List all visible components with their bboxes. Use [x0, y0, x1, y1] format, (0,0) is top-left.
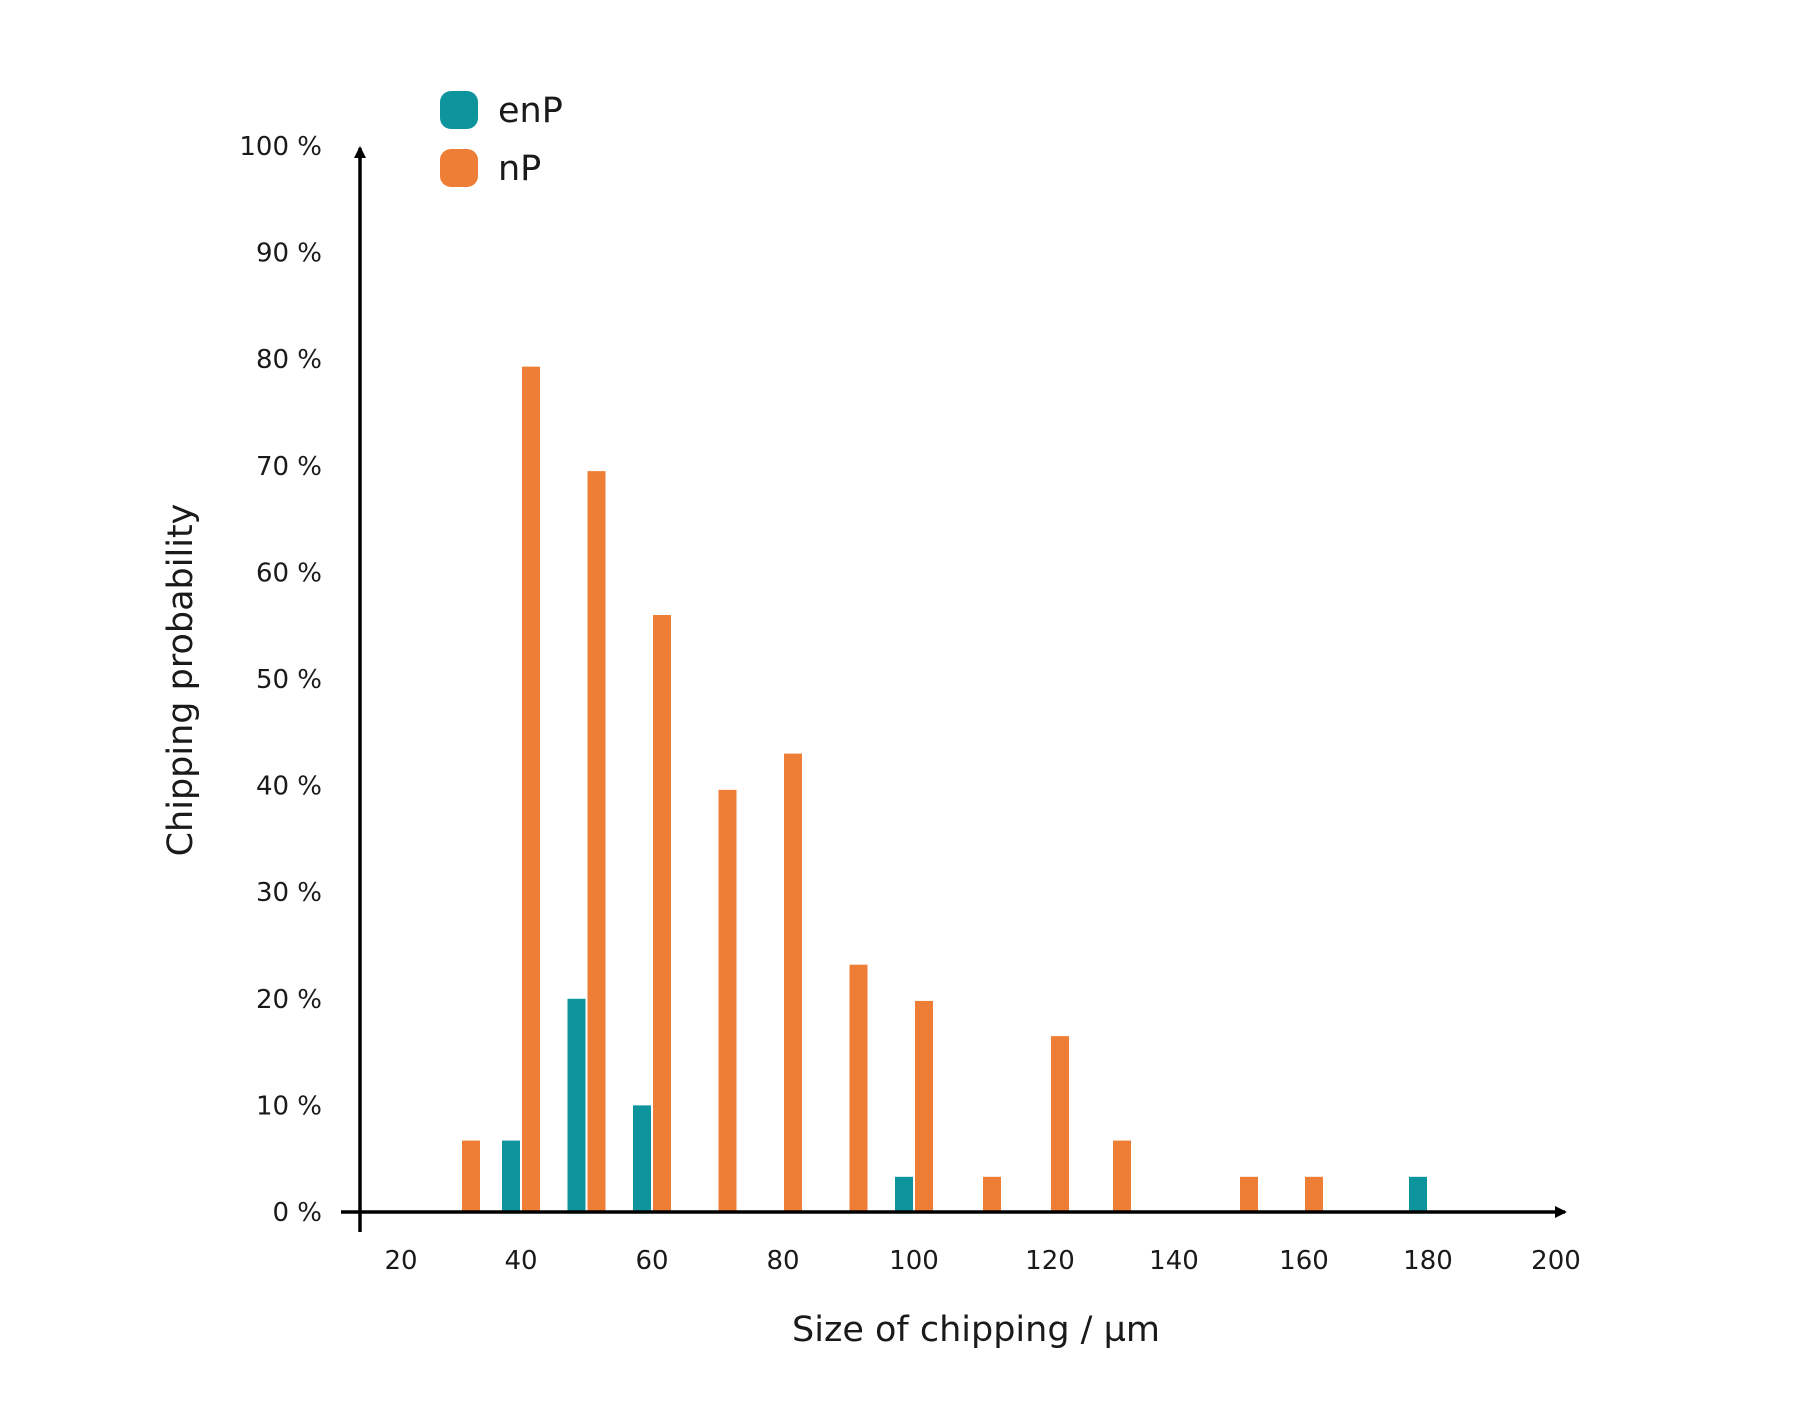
enP-bar-40 [502, 1140, 520, 1212]
y-axis-label: Chipping probability [161, 504, 201, 857]
x-tick-label: 180 [1403, 1246, 1453, 1276]
x-axis-label: Size of chipping / µm [792, 1310, 1160, 1350]
x-tick-label: 200 [1531, 1246, 1581, 1276]
y-tick-label: 50 % [256, 665, 322, 695]
nP-bar-30 [462, 1140, 480, 1212]
y-tick-label: 10 % [256, 1091, 322, 1121]
legend-swatch-enP [440, 91, 478, 129]
x-tick-label: 20 [384, 1246, 417, 1276]
y-tick-label: 70 % [256, 452, 322, 482]
x-tick-label: 60 [635, 1246, 668, 1276]
x-tick-label: 160 [1279, 1246, 1329, 1276]
x-tick-label: 40 [504, 1246, 537, 1276]
legend-label-nP: nP [498, 149, 541, 189]
y-tick-label: 40 % [256, 772, 322, 802]
bars-layer [462, 366, 1427, 1212]
y-tick-label: 90 % [256, 239, 322, 269]
nP-bar-80 [784, 753, 802, 1212]
nP-bar-150 [1240, 1176, 1258, 1212]
y-tick-label: 60 % [256, 558, 322, 588]
nP-bar-120 [1051, 1036, 1069, 1212]
y-tick-label: 100 % [239, 132, 322, 162]
nP-bar-160 [1305, 1176, 1323, 1212]
legend-swatch-nP [440, 149, 478, 187]
x-tick-label: 100 [889, 1246, 939, 1276]
nP-bar-100 [915, 1000, 933, 1212]
legend-label-enP: enP [498, 91, 563, 131]
y-tick-label: 80 % [256, 345, 322, 375]
legend: enP nP [440, 91, 563, 189]
x-tick-label: 80 [766, 1246, 799, 1276]
nP-bar-90 [849, 964, 868, 1212]
y-tick-label: 20 % [256, 985, 322, 1015]
enP-bar-100 [895, 1176, 913, 1212]
nP-bar-70 [718, 789, 737, 1212]
nP-bar-110 [983, 1176, 1001, 1212]
x-tick-label: 140 [1149, 1246, 1199, 1276]
nP-bar-50 [587, 471, 606, 1212]
y-tick-label: 30 % [256, 878, 322, 908]
x-tick-label: 120 [1025, 1246, 1075, 1276]
enP-bar-50 [567, 998, 586, 1212]
nP-bar-40 [522, 366, 540, 1212]
y-tick-label: 0 % [272, 1198, 322, 1228]
nP-bar-60 [653, 615, 671, 1212]
x-tick-labels: 20 40 60 80 100 120 140 160 180 200 [384, 1246, 1580, 1276]
nP-bar-130 [1113, 1140, 1131, 1212]
enP-bar-180 [1409, 1176, 1427, 1212]
enP-bar-60 [633, 1105, 651, 1212]
y-tick-labels: 0 % 10 % 20 % 30 % 40 % 50 % 60 % 70 % 80 % 90 % 1… [239, 132, 322, 1228]
